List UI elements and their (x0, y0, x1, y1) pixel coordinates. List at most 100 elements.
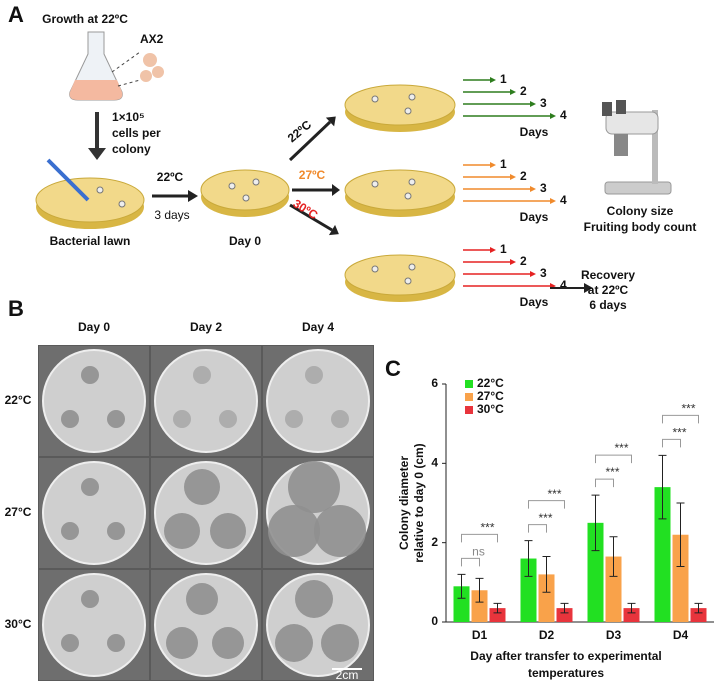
legend-swatch (465, 393, 473, 401)
dish (344, 254, 456, 296)
arrow-head (530, 186, 536, 192)
dish (200, 169, 290, 217)
recovery: 6 days (589, 298, 627, 312)
flask (69, 31, 164, 101)
arrow-head (550, 198, 556, 204)
day-number: 3 (540, 96, 547, 110)
day-number: 1 (500, 242, 507, 256)
arrow-head (510, 259, 516, 265)
plate (42, 349, 146, 453)
error-bar (524, 540, 533, 577)
colony (371, 265, 379, 273)
colony (184, 469, 220, 505)
day-number: 1 (500, 157, 507, 171)
plate (42, 573, 146, 677)
microscope (602, 100, 672, 195)
legend-swatch (465, 406, 473, 414)
x-tick-label: D3 (606, 628, 622, 642)
arrow-head (490, 162, 496, 168)
day-number: 2 (520, 169, 527, 183)
error-bar (493, 602, 502, 614)
colony (173, 410, 191, 428)
significance-label: ns (472, 545, 485, 559)
dish (344, 84, 456, 126)
significance-bracket (595, 454, 632, 464)
lawn-dish (35, 158, 145, 229)
day-number: 2 (520, 84, 527, 98)
strain-label: AX2 (140, 32, 164, 46)
arrow-head (510, 89, 516, 95)
colony (107, 410, 125, 428)
y-tick-label: 0 (431, 614, 438, 628)
day-number: 4 (560, 193, 567, 207)
plate (154, 349, 258, 453)
colony (212, 627, 244, 659)
significance-label: *** (614, 441, 628, 455)
colony (404, 107, 412, 115)
error-bar (694, 602, 703, 614)
colony (408, 178, 416, 186)
error-bar (658, 454, 667, 520)
legend-label: 22°C (477, 376, 504, 390)
y-axis-label: Colony diameter (397, 456, 411, 550)
bar (623, 608, 640, 622)
row-label: 30°C (5, 617, 32, 631)
error-bar (542, 556, 551, 593)
legend-label: 27°C (477, 389, 504, 403)
significance-label: *** (681, 402, 695, 416)
y-tick-label: 4 (431, 456, 438, 470)
colony (285, 410, 303, 428)
branch-temp: 27ºC (299, 168, 326, 182)
error-bar (609, 536, 618, 577)
y-axis-label: relative to day 0 (cm) (412, 443, 426, 562)
x-axis-label: Day after transfer to experimental (470, 649, 661, 663)
significance-label: *** (547, 487, 561, 501)
arrow-head (328, 224, 339, 236)
colony (408, 263, 416, 271)
colony (288, 461, 340, 513)
colony (331, 410, 349, 428)
branch-arrow (289, 203, 333, 232)
cells-line: cells per (112, 126, 161, 140)
growth-label: Growth at 22ºC (42, 12, 128, 26)
colony (61, 634, 79, 652)
colony (321, 624, 359, 662)
cells-line: colony (112, 142, 151, 156)
error-bar (627, 602, 636, 614)
bar (556, 608, 573, 622)
bar (453, 586, 470, 622)
plate (266, 349, 370, 453)
days-label: Days (520, 210, 549, 224)
significance-bracket (461, 533, 498, 543)
bar (520, 558, 537, 622)
colony (314, 505, 366, 557)
bar (690, 608, 707, 622)
error-bar (676, 502, 685, 567)
x-tick-label: D1 (472, 628, 488, 642)
bar (471, 590, 488, 622)
plate (42, 461, 146, 565)
significance-bracket (662, 414, 699, 424)
readout: Fruiting body count (584, 220, 697, 234)
significance-label: *** (672, 426, 686, 440)
day-number: 4 (560, 108, 567, 122)
readout: Colony size (607, 204, 674, 218)
colony (61, 410, 79, 428)
colony (107, 522, 125, 540)
colony (219, 410, 237, 428)
significance-bracket (528, 524, 547, 533)
colony (404, 192, 412, 200)
cells-line: 1×10⁵ (112, 110, 145, 124)
significance-label: *** (605, 465, 619, 479)
lawn-label: Bacterial lawn (50, 234, 131, 248)
significance-bracket (595, 478, 614, 488)
significance-bracket (528, 500, 565, 509)
colony (275, 624, 313, 662)
column-label: Day 0 (78, 320, 110, 334)
bar (538, 574, 555, 622)
recovery: Recovery (581, 268, 635, 282)
days-label: Days (520, 295, 549, 309)
legend-swatch (465, 380, 473, 388)
x-tick-label: D2 (539, 628, 555, 642)
